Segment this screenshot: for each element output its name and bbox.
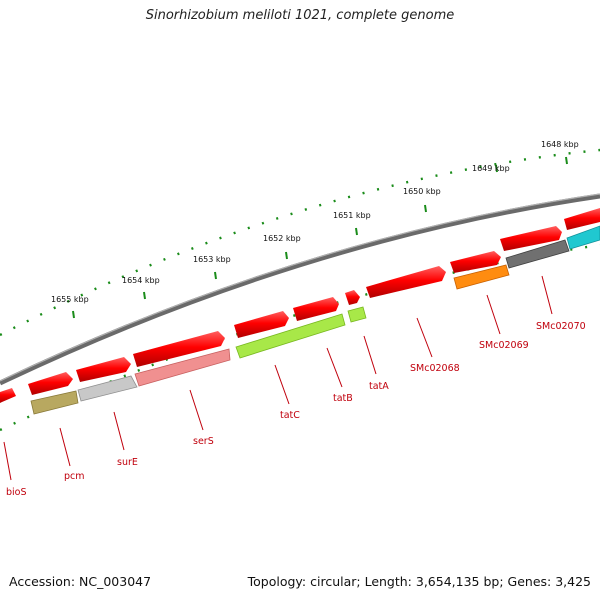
tick-label: 1650 kbp (403, 187, 441, 196)
tick-label: 1648 kbp (541, 140, 579, 149)
gene-arrow-pcm[interactable] (30, 390, 79, 415)
gene-arrow[interactable] (234, 311, 289, 338)
gene-arrow[interactable] (366, 266, 446, 298)
gene-arrow-SMc02070[interactable] (505, 239, 570, 269)
gene-arrow[interactable] (500, 226, 562, 251)
gene-arrow[interactable] (564, 208, 600, 230)
gene-arrow[interactable] (0, 388, 16, 403)
gene-arrow-cyan[interactable] (566, 225, 600, 250)
gene-label-tatC: tatC (280, 410, 300, 421)
genome-backbone (0, 193, 600, 386)
tick-label: 1653 kbp (193, 255, 231, 264)
gene-arrow[interactable] (450, 251, 501, 273)
gene-label-bioS: bioS (6, 487, 27, 498)
reverse-strand-features (30, 225, 600, 415)
gene-label-surE: surE (117, 457, 138, 468)
gene-arrow-tatA[interactable] (347, 306, 367, 323)
tick-label: 1655 kbp (51, 295, 89, 304)
gene-label-serS: serS (193, 436, 214, 447)
tick-label: 1649 kbp (472, 164, 510, 173)
tick-labels: 1648 kbp 1649 kbp 1650 kbp 1651 kbp 1652… (51, 140, 579, 304)
gene-labels: bioS pcm surE serS tatC tatB tatA SMc020… (6, 321, 586, 498)
tick-label: 1654 kbp (122, 276, 160, 285)
forward-strand-features (0, 208, 600, 403)
gene-arrow-surE[interactable] (77, 375, 138, 402)
gene-label-pcm: pcm (64, 471, 85, 482)
major-ticks (72, 156, 568, 319)
label-leaders (3, 275, 553, 481)
gene-arrow-SMc02069[interactable] (453, 264, 510, 290)
gene-arrow[interactable] (293, 297, 339, 321)
gene-arrow-serS[interactable] (134, 348, 231, 387)
gene-label-tatB: tatB (333, 393, 353, 404)
gene-arrow-tatC[interactable] (235, 313, 346, 359)
gene-arrow[interactable] (28, 372, 73, 395)
gene-label-tatA: tatA (369, 381, 389, 392)
gene-arrow[interactable] (345, 290, 360, 305)
gene-label-SMc02069: SMc02069 (479, 340, 529, 351)
gene-label-SMc02070: SMc02070 (536, 321, 586, 332)
gene-arrow[interactable] (133, 331, 225, 367)
gene-arrow[interactable] (76, 357, 131, 382)
accession-label: Accession: NC_003047 (9, 574, 152, 589)
tick-label: 1651 kbp (333, 211, 371, 220)
gene-label-SMc02068: SMc02068 (410, 363, 460, 374)
tick-label: 1652 kbp (263, 234, 301, 243)
map-title: Sinorhizobium meliloti 1021, complete ge… (145, 8, 455, 23)
topology-summary: Topology: circular; Length: 3,654,135 bp… (247, 574, 591, 589)
genome-backbone-highlight (0, 193, 600, 382)
